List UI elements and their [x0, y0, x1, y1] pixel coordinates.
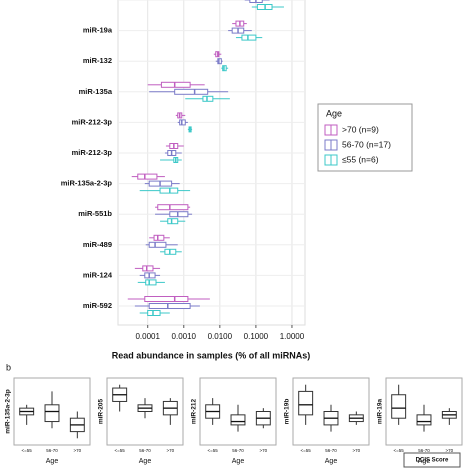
y-tick-label: miR-135a — [79, 87, 113, 96]
box — [159, 187, 179, 194]
x-tick-label: 0.1000 — [244, 332, 269, 341]
y-tick-label: miR-551b — [78, 209, 112, 218]
y-tick-label: miR-489 — [83, 240, 112, 249]
footer-label: DCIS Score — [416, 458, 449, 464]
box — [157, 204, 189, 211]
panel-x-tick-label: >70 — [74, 448, 82, 453]
x-tick-label: 0.0001 — [135, 332, 160, 341]
x-axis-label: Read abundance in samples (% of all miRN… — [112, 350, 311, 360]
panel-x-label: Age — [232, 458, 245, 465]
panel-x-tick-label: 56-70 — [325, 448, 337, 453]
panel-x-label: Age — [46, 458, 59, 465]
panel-x-tick-label: >70 — [353, 448, 361, 453]
box — [44, 404, 60, 423]
y-tick-label: miR-212-3p — [72, 117, 113, 126]
panel-x-tick-label: <=55 — [394, 448, 405, 453]
x-tick-label: 1.0000 — [280, 332, 305, 341]
box — [153, 234, 165, 241]
y-tick-label: miR-135a-2-3p — [61, 179, 113, 188]
legend-label: >70 (n=9) — [342, 124, 379, 134]
box — [145, 279, 157, 286]
panel-x-tick-label: <=55 — [208, 448, 219, 453]
legend-label: 56-70 (n=17) — [342, 139, 391, 149]
panel-x-tick-label: 56-70 — [418, 448, 430, 453]
box — [147, 310, 161, 316]
y-tick-label: miR-19a — [83, 26, 113, 35]
panel-x-label: Age — [325, 458, 338, 465]
panel-x-label: Age — [139, 458, 152, 465]
panel-x-tick-label: 56-70 — [139, 448, 151, 453]
panel-x-tick-label: >70 — [260, 448, 268, 453]
box — [137, 173, 158, 180]
panel-x-tick-label: >70 — [167, 448, 175, 453]
box — [160, 81, 191, 88]
legend-label: ≤55 (n=6) — [342, 154, 379, 164]
panel-letter: b — [6, 362, 11, 372]
y-tick-label: miR-592 — [83, 301, 112, 310]
y-tick-label: miR-212-3p — [72, 148, 113, 157]
panel-x-tick-label: <=55 — [115, 448, 126, 453]
box — [174, 88, 209, 95]
footer-box — [403, 452, 461, 468]
box — [241, 34, 257, 41]
legend-title: Age — [326, 108, 342, 118]
x-tick-label: 0.0010 — [172, 332, 197, 341]
panel-x-tick-label: 56-70 — [232, 448, 244, 453]
panel-y-label: miR-19a — [377, 398, 384, 424]
box — [169, 211, 189, 218]
panel-x-tick-label: <=55 — [22, 448, 33, 453]
y-tick-label: miR-132 — [83, 56, 112, 65]
panel-y-label: miR-212 — [191, 398, 198, 424]
box — [416, 414, 432, 426]
panel-y-label: miR-135a-2-3p — [5, 389, 12, 433]
box — [298, 390, 314, 416]
panel-x-tick-label: 56-70 — [46, 448, 58, 453]
panel-x-tick-label: >70 — [446, 448, 454, 453]
box — [148, 303, 191, 309]
box — [167, 218, 179, 225]
panel-y-label: miR-19b — [284, 399, 291, 425]
box — [391, 394, 407, 419]
panel-x-tick-label: <=55 — [301, 448, 312, 453]
panel-x-label: Age — [418, 458, 431, 465]
box — [230, 414, 246, 426]
box — [148, 241, 167, 248]
box — [202, 95, 214, 102]
panel-y-label: miR-205 — [98, 398, 105, 424]
x-tick-label: 0.0100 — [208, 332, 233, 341]
box — [144, 296, 189, 302]
y-tick-label: miR-124 — [83, 270, 113, 279]
box — [142, 265, 154, 272]
